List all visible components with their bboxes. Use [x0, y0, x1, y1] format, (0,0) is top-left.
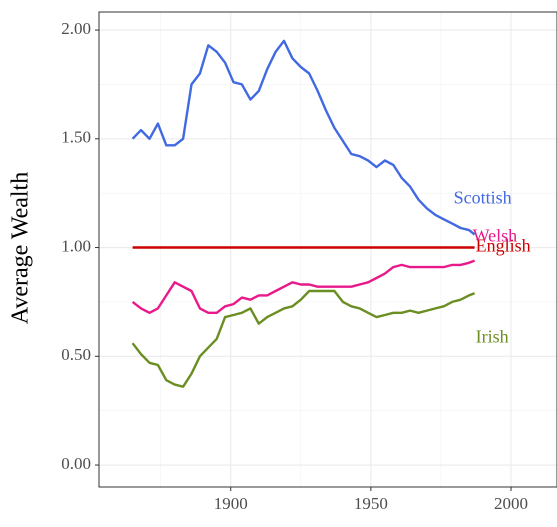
panel-border — [98, 11, 557, 488]
series-label: Welsh — [473, 226, 518, 246]
x-tick-label: 1950 — [354, 494, 388, 513]
x-tick-label: 2000 — [494, 494, 528, 513]
line-scottish — [131, 39, 476, 236]
y-axis-label: Average Wealth — [8, 172, 34, 324]
series-label: Scottish — [454, 188, 512, 208]
line-welsh — [131, 259, 476, 314]
series-label: English — [476, 236, 531, 256]
y-tick-label: 2.00 — [61, 19, 91, 38]
y-tick-label: 1.50 — [61, 128, 91, 147]
y-tick-label: 0.50 — [61, 345, 91, 364]
x-tick-label: 1900 — [214, 494, 248, 513]
y-tick-label: 0.00 — [61, 454, 91, 473]
series-label: Irish — [476, 326, 509, 346]
line-irish — [131, 289, 476, 388]
y-tick-label: 1.00 — [61, 236, 91, 255]
